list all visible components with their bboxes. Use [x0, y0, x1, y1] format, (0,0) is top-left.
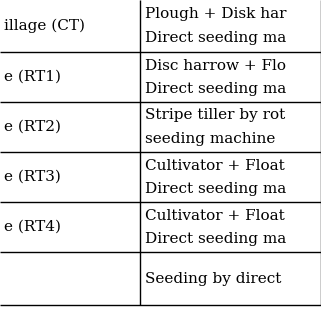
Text: Disc harrow + Flo: Disc harrow + Flo: [145, 58, 286, 73]
Text: Cultivator + Float: Cultivator + Float: [145, 159, 284, 172]
Text: Direct seeding ma: Direct seeding ma: [145, 82, 286, 96]
Text: e (RT3): e (RT3): [4, 170, 61, 184]
Text: Direct seeding ma: Direct seeding ma: [145, 231, 286, 246]
Text: e (RT2): e (RT2): [4, 120, 61, 134]
Text: e (RT1): e (RT1): [4, 70, 61, 84]
Text: Direct seeding ma: Direct seeding ma: [145, 181, 286, 195]
Text: Seeding by direct: Seeding by direct: [145, 272, 281, 285]
Text: seeding machine: seeding machine: [145, 132, 275, 145]
Text: Cultivator + Float: Cultivator + Float: [145, 209, 284, 222]
Text: Stripe tiller by rot: Stripe tiller by rot: [145, 108, 285, 123]
Text: e (RT4): e (RT4): [4, 220, 61, 234]
Text: Direct seeding ma: Direct seeding ma: [145, 31, 286, 45]
Text: Plough + Disk har: Plough + Disk har: [145, 7, 286, 21]
Text: illage (CT): illage (CT): [4, 19, 85, 33]
